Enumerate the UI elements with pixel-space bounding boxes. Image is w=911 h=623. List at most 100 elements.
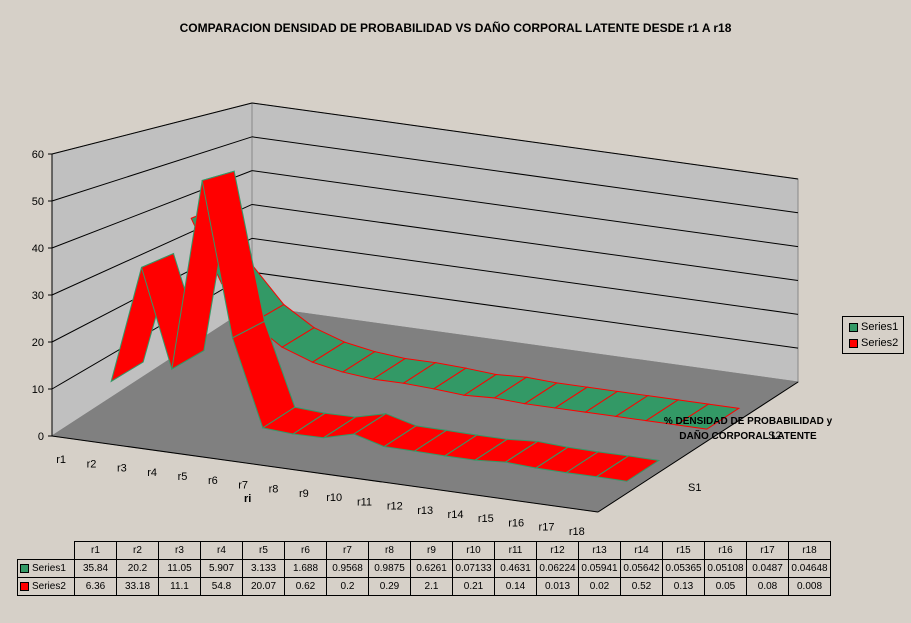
legend-label: Series2 <box>861 337 899 349</box>
table-cell: 0.05642 <box>620 559 663 578</box>
series-1-segment <box>675 403 741 430</box>
table-row: Series2 6.36 33.18 11.1 54.8 20.07 0.62 0.2 0.29… <box>17 577 831 596</box>
y-tick-label: 40 <box>32 243 44 255</box>
gridline <box>51 102 253 155</box>
table-row-header: Series2 <box>17 577 75 596</box>
table-cell: 0.07133 <box>452 559 495 578</box>
depth-axis-line <box>597 381 799 513</box>
depth-tick-label-S2: S2 <box>768 430 781 442</box>
y-tick-label: 60 <box>32 149 44 161</box>
table-header-cell: r10 <box>452 541 495 560</box>
table-cell: 6.36 <box>74 577 117 596</box>
table-header-cell: r7 <box>326 541 369 560</box>
table-cell: 0.9568 <box>326 559 369 578</box>
series-layer <box>110 170 741 482</box>
x-axis-line <box>51 435 599 513</box>
table-header-cell: r12 <box>536 541 579 560</box>
y-tick-label: 30 <box>32 290 44 302</box>
gridlines <box>51 102 799 390</box>
gridline <box>251 102 799 180</box>
table-row: Series1 35.84 20.2 11.05 5.907 3.133 1.688 0.95… <box>17 559 831 578</box>
table-header-cell: r6 <box>284 541 327 560</box>
x-tick-label-r16: r16 <box>508 517 524 529</box>
table-cell: 0.4631 <box>494 559 537 578</box>
chart-title: COMPARACION DENSIDAD DE PROBABILIDAD VS … <box>179 21 732 35</box>
x-tick-label-r3: r3 <box>117 463 127 475</box>
x-tick-label-r9: r9 <box>299 488 309 500</box>
table-cell: 0.008 <box>788 577 831 596</box>
depth-axis: S1 S2 <box>597 381 799 513</box>
data-table: r1 r2 r3 r4 r5 r6 r7 r8 r9 r10 r11 r12 r13 r14 r15 r16 r… <box>17 541 831 596</box>
gridline <box>251 136 799 214</box>
y-tick-label: 20 <box>32 337 44 349</box>
y-axis: 0 10 20 30 40 50 60 <box>32 149 53 443</box>
table-cell: 0.13 <box>662 577 705 596</box>
legend: Series1 Series2 <box>842 316 904 354</box>
x-tick-label-r18: r18 <box>569 526 585 538</box>
x-tick-label-r10: r10 <box>326 492 342 504</box>
x-tick-label-r11: r11 <box>357 496 372 508</box>
table-cell: 0.9875 <box>368 559 411 578</box>
gridline <box>251 237 799 315</box>
table-header-cell: r18 <box>788 541 831 560</box>
series-swatch <box>20 563 29 573</box>
table-cell: 0.21 <box>452 577 495 596</box>
x-tick-label-r14: r14 <box>448 509 464 521</box>
x-tick-label-r6: r6 <box>208 475 218 487</box>
table-cell: 0.05 <box>704 577 747 596</box>
legend-label: Series1 <box>861 321 899 333</box>
legend-swatch <box>849 322 858 332</box>
y-tick-label: 0 <box>38 431 44 443</box>
x-tick-label-r8: r8 <box>269 484 279 496</box>
x-tick-label-r15: r15 <box>478 513 494 525</box>
series-label: Series2 <box>32 581 66 592</box>
table-cell: 5.907 <box>200 559 243 578</box>
table-cell: 1.688 <box>284 559 327 578</box>
gridline <box>251 170 799 248</box>
table-cell: 0.06224 <box>536 559 579 578</box>
table-cell: 11.05 <box>158 559 201 578</box>
legend-item-series1: Series1 <box>849 320 898 334</box>
table-header-cell: r11 <box>494 541 537 560</box>
x-tick-label-r4: r4 <box>147 467 157 479</box>
gridline <box>51 136 253 202</box>
table-header-cell: r15 <box>662 541 705 560</box>
table-header-cell: r2 <box>116 541 159 560</box>
y-tick-label: 50 <box>32 196 44 208</box>
table-header-cell: r4 <box>200 541 243 560</box>
x-axis: r1 r2 r3 r4 r5 r6 r7 r8 r9 r10 r11 r12 r13 r14 r15 r16 r… <box>51 435 599 538</box>
table-cell: 33.18 <box>116 577 159 596</box>
depth-tick-label-S1: S1 <box>688 482 701 494</box>
table-cell: 0.08 <box>746 577 789 596</box>
table-row-header: Series1 <box>17 559 75 578</box>
x-tick-label-r17: r17 <box>539 522 555 534</box>
series-2-segment <box>595 455 661 482</box>
y-tick-label: 10 <box>32 384 44 396</box>
table-cell: 54.8 <box>200 577 243 596</box>
table-header-cell: r13 <box>578 541 621 560</box>
legend-swatch <box>849 338 858 348</box>
x-tick-label-r1: r1 <box>56 454 66 466</box>
x-tick-label-r13: r13 <box>417 505 433 517</box>
table-cell: 0.29 <box>368 577 411 596</box>
table-cell: 0.52 <box>620 577 663 596</box>
table-cell: 0.62 <box>284 577 327 596</box>
gridline <box>251 271 799 349</box>
series-swatch <box>20 581 29 591</box>
table-cell: 0.02 <box>578 577 621 596</box>
x-tick-label-r5: r5 <box>178 471 188 483</box>
table-header-cell: r9 <box>410 541 453 560</box>
table-cell: 0.6261 <box>410 559 453 578</box>
table-cell: 0.0487 <box>746 559 789 578</box>
table-header-cell: r5 <box>242 541 285 560</box>
x-tick-label-r7: r7 <box>238 479 248 491</box>
table-header-cell: r8 <box>368 541 411 560</box>
table-cell: 0.05108 <box>704 559 747 578</box>
table-cell: 35.84 <box>74 559 117 578</box>
gridline <box>251 203 799 281</box>
table-header-cell: r14 <box>620 541 663 560</box>
table-cell: 11.1 <box>158 577 201 596</box>
table-header-cell: r16 <box>704 541 747 560</box>
table-cell: 0.013 <box>536 577 579 596</box>
